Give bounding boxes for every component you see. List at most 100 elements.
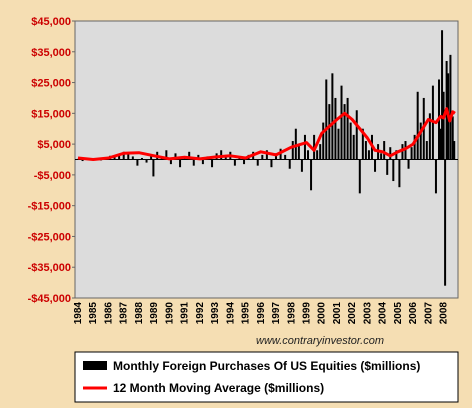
x-tick-label: 1992	[195, 302, 206, 325]
x-tick-label: 1994	[225, 302, 236, 325]
legend-swatch-bars	[83, 361, 107, 370]
monthly-bar	[442, 91, 445, 160]
monthly-bar	[322, 122, 325, 160]
monthly-bar	[392, 159, 395, 182]
monthly-bar	[113, 157, 116, 160]
monthly-bar	[439, 128, 442, 160]
y-tick-label: -$35,000	[28, 262, 71, 274]
y-tick-label: $45,000	[31, 16, 71, 28]
monthly-bar	[380, 153, 383, 160]
monthly-bar	[434, 159, 437, 194]
x-tick-label: 1999	[301, 302, 312, 325]
monthly-bar	[81, 159, 84, 162]
monthly-bar	[383, 141, 386, 160]
monthly-bar	[346, 97, 349, 160]
monthly-bar	[270, 159, 273, 168]
monthly-bar	[291, 141, 294, 160]
monthly-bar	[265, 150, 268, 160]
x-tick-label: 1989	[149, 302, 160, 325]
x-tick-label: 1993	[210, 302, 221, 325]
monthly-bar	[401, 144, 404, 160]
monthly-bar	[169, 159, 172, 165]
monthly-bar	[395, 150, 398, 160]
legend-label-bars: Monthly Foreign Purchases Of US Equities…	[113, 359, 420, 373]
y-tick-label: -$15,000	[28, 201, 71, 213]
legend-box	[74, 351, 459, 403]
monthly-bar	[325, 79, 328, 160]
monthly-bar	[243, 159, 246, 165]
monthly-bar	[152, 159, 155, 177]
monthly-bar	[453, 141, 456, 160]
x-tick-label: 1986	[103, 302, 114, 325]
monthly-bar	[127, 153, 130, 160]
monthly-bar	[297, 144, 300, 160]
monthly-bar	[201, 159, 204, 165]
monthly-bar	[343, 104, 346, 160]
monthly-bar	[355, 110, 358, 160]
x-tick-label: 2004	[378, 302, 389, 325]
x-tick-label: 2005	[393, 302, 404, 325]
x-tick-label: 2006	[408, 302, 419, 325]
monthly-bar	[386, 159, 389, 175]
x-tick-label: 1995	[241, 302, 252, 325]
monthly-bar	[174, 153, 177, 160]
x-tick-label: 1987	[119, 302, 130, 325]
monthly-bar	[337, 128, 340, 160]
moving-average-line	[77, 107, 456, 161]
monthly-bar	[441, 30, 444, 160]
monthly-bar	[352, 134, 355, 160]
y-tick-label: $15,000	[31, 108, 71, 120]
watermark-text: www.contraryinvestor.com	[256, 335, 384, 347]
monthly-bar	[410, 147, 413, 160]
monthly-bar	[367, 150, 370, 160]
x-tick-label: 2008	[439, 302, 450, 325]
monthly-bar	[451, 116, 454, 160]
y-tick-label: $5,000	[37, 139, 71, 151]
monthly-bar	[334, 97, 337, 160]
monthly-bar	[275, 153, 278, 160]
y-tick-label: -$25,000	[28, 231, 71, 243]
y-axis-ticks: $45,000 $35,000 $25,000 $15,000 $5,000 -$5,00…	[28, 16, 75, 305]
x-tick-label: 1996	[256, 302, 267, 325]
monthly-bar	[331, 73, 334, 160]
x-tick-label: 2001	[332, 302, 343, 325]
x-tick-label: 1985	[88, 302, 99, 325]
legend-label-line: 12 Month Moving Average ($millions)	[113, 381, 324, 395]
monthly-bar	[256, 159, 259, 166]
monthly-bar	[364, 141, 367, 160]
monthly-bar	[150, 154, 153, 160]
x-tick-label: 1988	[134, 302, 145, 325]
monthly-bar	[407, 159, 410, 169]
monthly-bar	[413, 134, 416, 160]
monthly-bar	[300, 159, 303, 172]
monthly-bar	[449, 54, 452, 160]
monthly-bar	[179, 159, 182, 168]
monthly-bar	[307, 150, 310, 160]
monthly-bar	[316, 150, 319, 160]
monthly-bar	[419, 122, 422, 160]
monthly-bar	[122, 151, 125, 160]
x-tick-label: 2000	[317, 302, 328, 325]
monthly-bar	[131, 156, 134, 160]
x-tick-label: 2002	[347, 302, 358, 325]
monthly-bar	[358, 159, 361, 194]
monthly-bar	[211, 159, 214, 168]
monthly-bar	[192, 159, 195, 166]
monthly-bar	[310, 159, 313, 191]
y-tick-label: $25,000	[31, 78, 71, 90]
monthly-bar	[416, 91, 419, 160]
monthly-bar	[261, 154, 264, 160]
monthly-bar	[398, 159, 401, 188]
x-tick-label: 1984	[73, 302, 84, 325]
monthly-bar	[425, 141, 428, 160]
x-tick-label: 1990	[164, 302, 175, 325]
monthly-bar	[374, 159, 377, 172]
monthly-bar	[328, 104, 331, 160]
monthly-bar	[319, 144, 322, 160]
monthly-bar	[284, 154, 287, 160]
monthly-bar	[118, 154, 121, 160]
x-tick-label: 1991	[180, 302, 191, 325]
x-axis-ticks: 1984 1985 1986 1987 1988 1989 1990 1991 1992 1993…	[73, 302, 450, 325]
x-tick-label: 1998	[286, 302, 297, 325]
